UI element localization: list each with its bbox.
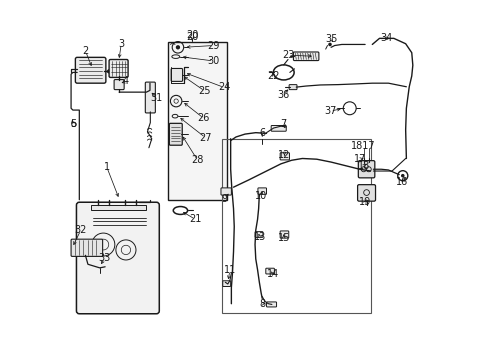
Text: 2: 2 <box>82 46 89 56</box>
Text: 20: 20 <box>186 32 198 41</box>
FancyBboxPatch shape <box>358 185 375 201</box>
Text: 7: 7 <box>281 120 287 129</box>
FancyBboxPatch shape <box>223 281 231 287</box>
FancyBboxPatch shape <box>71 239 102 256</box>
Text: 26: 26 <box>197 113 210 123</box>
Text: 31: 31 <box>150 93 162 103</box>
Text: 28: 28 <box>192 155 204 165</box>
FancyBboxPatch shape <box>280 231 289 238</box>
Text: 17: 17 <box>354 154 366 164</box>
FancyBboxPatch shape <box>258 188 267 194</box>
FancyBboxPatch shape <box>170 123 182 145</box>
Circle shape <box>176 45 180 49</box>
Text: 23: 23 <box>282 50 294 60</box>
Text: 10: 10 <box>255 191 267 201</box>
FancyBboxPatch shape <box>266 268 274 274</box>
FancyBboxPatch shape <box>358 161 375 178</box>
Text: 3: 3 <box>118 39 124 49</box>
FancyBboxPatch shape <box>271 126 286 131</box>
Bar <box>91 205 147 211</box>
Circle shape <box>107 69 111 73</box>
Text: 35: 35 <box>325 34 337 44</box>
Text: 20: 20 <box>186 30 198 40</box>
Text: 16: 16 <box>396 177 408 187</box>
Text: 36: 36 <box>278 90 290 100</box>
Text: 9: 9 <box>221 194 227 204</box>
FancyBboxPatch shape <box>75 57 106 83</box>
Bar <box>168 42 227 200</box>
Text: 12: 12 <box>278 150 291 160</box>
Text: 18: 18 <box>358 161 370 171</box>
FancyBboxPatch shape <box>109 59 128 77</box>
Text: 34: 34 <box>381 33 393 43</box>
Text: 19: 19 <box>359 197 371 207</box>
FancyBboxPatch shape <box>76 202 159 314</box>
Text: 30: 30 <box>207 56 220 66</box>
Text: 6: 6 <box>259 129 265 138</box>
FancyBboxPatch shape <box>221 188 231 195</box>
FancyBboxPatch shape <box>146 82 155 113</box>
Text: 4: 4 <box>123 76 129 86</box>
Text: 27: 27 <box>199 133 212 143</box>
Text: 5: 5 <box>70 120 76 129</box>
FancyBboxPatch shape <box>289 85 297 90</box>
Bar <box>221 139 370 313</box>
Text: 22: 22 <box>268 71 280 81</box>
FancyBboxPatch shape <box>280 153 290 160</box>
Text: 8: 8 <box>259 299 265 309</box>
Text: 14: 14 <box>267 269 279 279</box>
Text: 11: 11 <box>224 265 236 275</box>
Text: 37: 37 <box>324 106 337 116</box>
Text: 32: 32 <box>74 225 87 235</box>
Text: 13: 13 <box>254 232 266 242</box>
FancyBboxPatch shape <box>267 302 276 307</box>
Circle shape <box>328 42 332 46</box>
Text: 1: 1 <box>104 162 110 172</box>
FancyBboxPatch shape <box>114 80 124 90</box>
FancyBboxPatch shape <box>255 231 263 237</box>
Text: 21: 21 <box>189 215 202 224</box>
FancyBboxPatch shape <box>294 52 319 60</box>
Text: 1817: 1817 <box>351 141 376 151</box>
Text: 25: 25 <box>198 86 211 96</box>
FancyBboxPatch shape <box>171 68 183 81</box>
Text: 33: 33 <box>98 253 111 263</box>
Text: 15: 15 <box>277 233 290 243</box>
Text: 24: 24 <box>218 82 230 93</box>
Circle shape <box>401 174 405 177</box>
Text: 29: 29 <box>207 41 220 50</box>
